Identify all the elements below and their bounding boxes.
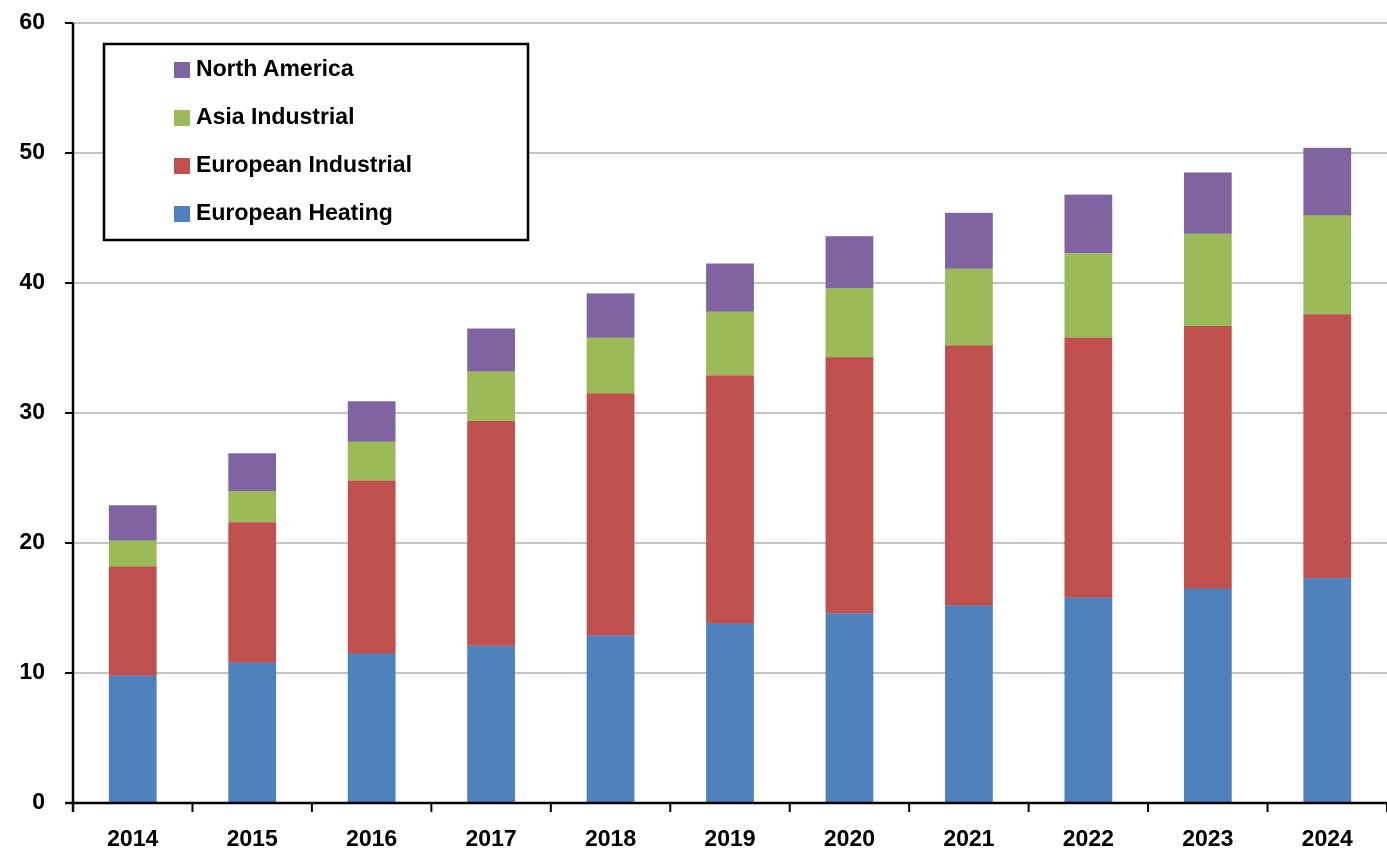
y-tick-label: 20 [19, 528, 45, 554]
x-tick-label: 2016 [346, 825, 397, 851]
bar-segment [825, 357, 874, 614]
legend-label: Asia Industrial [196, 103, 354, 129]
bar-segment [108, 540, 157, 567]
bar-segment [467, 420, 515, 646]
bar-segment [228, 453, 277, 491]
legend-swatch [174, 110, 190, 126]
x-tick-label: 2017 [466, 825, 517, 851]
bar-segment [706, 263, 754, 312]
bar-segment [586, 635, 635, 803]
x-tick-label: 2018 [585, 825, 636, 851]
legend-swatch [174, 158, 190, 174]
bar-segment [945, 268, 993, 346]
bar-segment [945, 345, 993, 606]
y-tick-label: 10 [19, 658, 45, 684]
bar-segment [1303, 147, 1352, 216]
x-tick-label: 2022 [1063, 825, 1114, 851]
bar-segment [1303, 314, 1352, 579]
x-tick-label: 2023 [1182, 825, 1233, 851]
bar-segment [347, 401, 396, 442]
bar-segment [1303, 578, 1352, 803]
bar-segment [228, 491, 277, 523]
bar-segment [467, 645, 515, 803]
x-tick-label: 2021 [943, 825, 994, 851]
bar-segment [586, 293, 635, 338]
bar-segment [706, 311, 754, 376]
bar-segment [108, 675, 157, 803]
bar-segment [825, 236, 874, 289]
bar-segment [347, 653, 396, 803]
bar-segment [706, 623, 754, 803]
bar-segment [586, 393, 635, 636]
y-tick-label: 40 [19, 268, 45, 294]
bar-segment [1064, 253, 1113, 338]
bar-segment [228, 522, 277, 663]
bar-segment [347, 480, 396, 654]
legend-swatch [174, 62, 190, 78]
legend-label: North America [196, 55, 354, 81]
bar-segment [1064, 337, 1113, 598]
bar-segment [1183, 588, 1232, 803]
x-tick-label: 2014 [107, 825, 158, 851]
y-tick-label: 0 [32, 788, 45, 814]
x-tick-label: 2019 [704, 825, 755, 851]
bar-segment [108, 505, 157, 541]
bar-segment [825, 613, 874, 803]
bar-segment [1064, 194, 1113, 254]
y-tick-label: 50 [19, 138, 45, 164]
bar-segment [467, 328, 515, 372]
bar-segment [586, 337, 635, 394]
bar-segment [706, 375, 754, 624]
legend-label: European Heating [196, 199, 393, 225]
y-tick-label: 30 [19, 398, 45, 424]
bar-segment [945, 212, 993, 269]
bar-segment [945, 605, 993, 803]
bar-segment [467, 371, 515, 421]
bar-segment [1183, 325, 1232, 589]
x-tick-label: 2024 [1302, 825, 1353, 851]
bar-segment [108, 566, 157, 676]
bar-segment [228, 662, 277, 803]
bar-segment [347, 441, 396, 481]
x-tick-label: 2015 [227, 825, 278, 851]
legend-swatch [174, 206, 190, 222]
bar-segment [1064, 597, 1113, 803]
bar-segment [1303, 215, 1352, 315]
bar-segment [1183, 233, 1232, 326]
bar-segment [1183, 172, 1232, 234]
legend-label: European Industrial [196, 151, 412, 177]
bar-segment [825, 288, 874, 358]
y-tick-label: 60 [19, 8, 45, 34]
x-tick-label: 2020 [824, 825, 875, 851]
